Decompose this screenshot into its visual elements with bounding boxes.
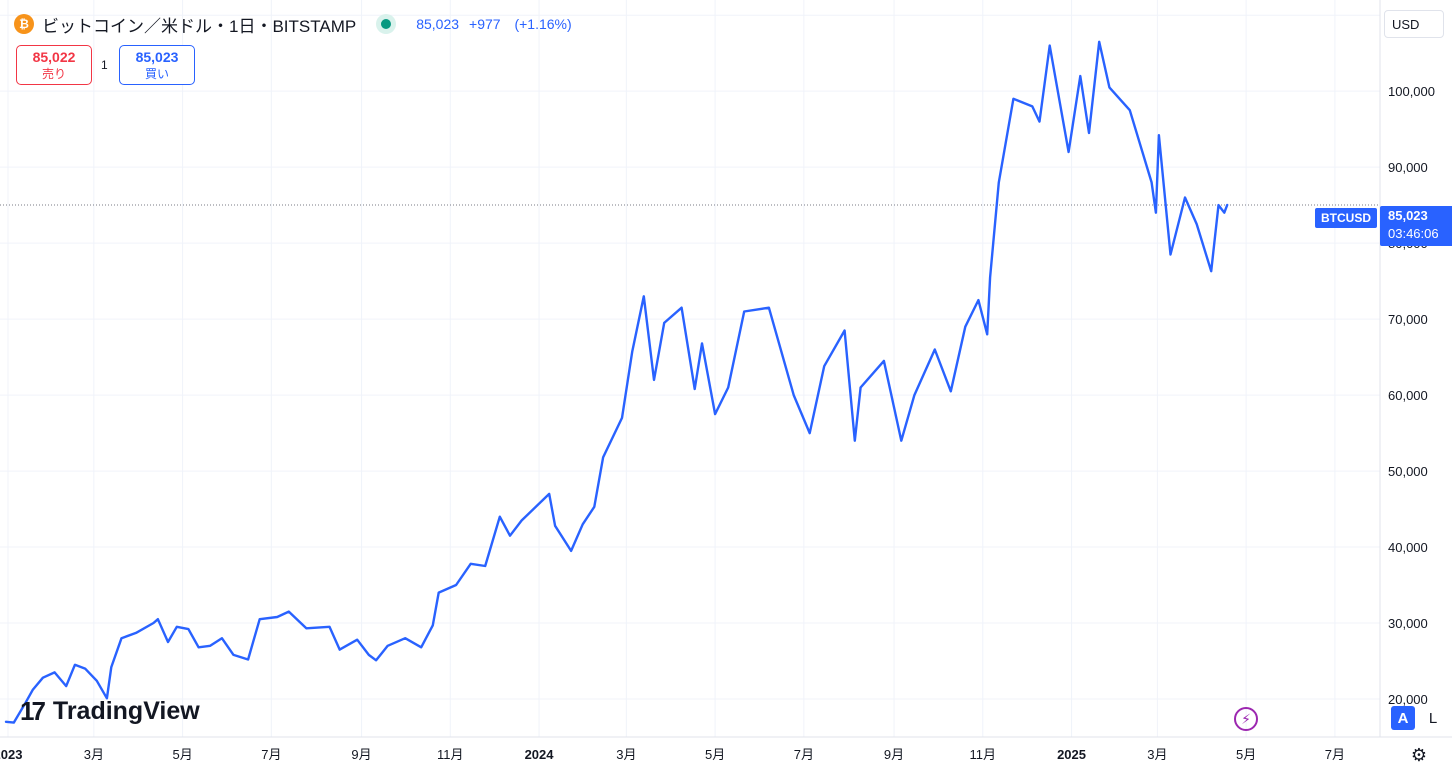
x-tick-label: 3月 [1147,747,1167,762]
x-tick-label: 11月 [970,747,997,762]
live-dot-icon [381,19,392,29]
y-tick-label: 100,000 [1388,84,1435,99]
price-change-percent: (+1.16%) [514,16,572,32]
settings-icon[interactable]: ⚙ [1410,744,1428,765]
spread-value: 1 [101,58,108,72]
x-tick-label: 5月 [1236,747,1256,762]
y-tick-label: 20,000 [1388,692,1428,707]
y-tick-label: 30,000 [1388,616,1428,631]
y-tick-label: 90,000 [1388,160,1428,175]
tradingview-logo[interactable]: 17 TradingView [20,696,200,727]
vertical-grid [7,0,1336,737]
x-tick-label: 3月 [616,747,636,762]
auto-scale-button[interactable]: A [1391,706,1415,730]
price-change: +977 [469,16,501,32]
log-scale-button[interactable]: L [1421,706,1445,730]
x-tick-label: 11月 [437,747,464,762]
last-price: 85,023 [416,16,460,32]
price-summary: 85,023 +977 (+1.16%) [416,16,571,32]
symbol-header: ₿ ビットコイン／米ドル・1日・BITSTAMP 85,023 +977 (+1.… [14,12,572,36]
horizontal-grid [0,14,1380,700]
x-tick-label: 2024 [525,747,555,762]
buy-price: 85,023 [135,48,179,65]
x-tick-label: 7月 [794,747,814,762]
bar-countdown: 03:46:06 [1388,226,1439,241]
symbol-price-tag: BTCUSD [1315,208,1377,228]
currency-selector[interactable]: USD [1384,10,1444,38]
current-price-tag: 85,023 03:46:06 [1380,206,1452,246]
y-tick-label: 70,000 [1388,312,1428,327]
x-tick-label: 2023 [0,747,22,762]
y-tick-label: 60,000 [1388,388,1428,403]
btcusd-price-line[interactable] [4,40,1229,724]
symbol-title[interactable]: ビットコイン／米ドル・1日・BITSTAMP [42,16,357,36]
bitcoin-icon: ₿ [14,14,34,34]
y-tick-label: 50,000 [1388,464,1428,479]
x-tick-label: 9月 [884,747,904,762]
x-tick-label: 5月 [705,747,725,762]
x-tick-label: 9月 [351,747,371,762]
price-axis[interactable]: 20,00030,00040,00050,00060,00070,00080,0… [1388,8,1435,707]
market-open-indicator [376,14,397,34]
tradingview-logo-icon: 17 [20,696,46,726]
buy-label: 買い [144,66,169,81]
sell-price: 85,022 [32,48,76,65]
x-tick-label: 3月 [84,747,104,762]
x-tick-label: 2025 [1057,747,1086,762]
x-tick-label: 7月 [1325,747,1345,762]
current-price-label: 85,023 [1388,208,1428,223]
y-tick-label: 40,000 [1388,540,1428,555]
sell-button[interactable]: 85,022 売り [16,45,92,85]
time-axis[interactable]: 2023 3月 5月 7月 9月 11月 2024 3月 5月 7月 9月 11月 2025 3月 5月 7月 [0,747,1345,762]
sell-label: 売り [41,66,66,81]
lightning-icon[interactable]: ⚡ [1234,707,1258,731]
x-tick-label: 7月 [261,747,281,762]
tradingview-logo-text: TradingView [52,697,200,725]
x-tick-label: 5月 [172,747,192,762]
buy-button[interactable]: 85,023 買い [119,45,195,85]
